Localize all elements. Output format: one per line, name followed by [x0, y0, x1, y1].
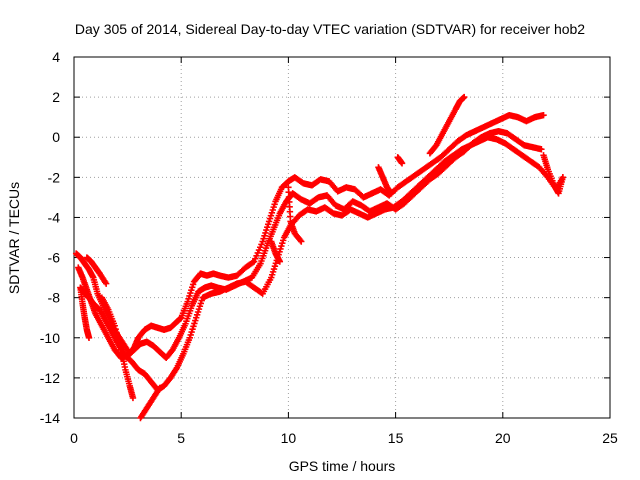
- data-point: [129, 394, 137, 402]
- axis-ticks: [73, 56, 611, 419]
- x-tick-label: 5: [177, 430, 185, 446]
- data-points: [72, 93, 567, 422]
- y-tick-label: -12: [40, 370, 60, 386]
- data-point: [114, 332, 121, 340]
- data-point: [249, 259, 257, 266]
- series-segment-early-4: [83, 254, 110, 287]
- x-tick-label: 20: [495, 430, 511, 446]
- data-point: [85, 334, 93, 341]
- y-tick-labels: -14 -12 -10 -8 -6 -4 -2 0 2 4: [40, 49, 60, 426]
- series-segment-mid-1: [285, 184, 305, 245]
- y-tick-label: -2: [48, 169, 61, 185]
- y-tick-label: 2: [52, 89, 60, 105]
- series-segment-early-2: [98, 294, 137, 402]
- data-point: [113, 329, 120, 336]
- data-point: [276, 258, 284, 265]
- data-point: [116, 339, 123, 347]
- series-segment-early-1: [77, 284, 93, 341]
- y-tick-label: 4: [52, 49, 60, 65]
- series-segment-late-1: [540, 152, 567, 197]
- data-point: [297, 237, 304, 244]
- data-point: [115, 336, 122, 343]
- y-axis-label: SDTVAR / TECUs: [6, 182, 22, 294]
- y-tick-label: -10: [40, 330, 60, 346]
- data-point: [111, 322, 118, 329]
- x-tick-labels: 0 5 10 15 20 25: [70, 430, 618, 446]
- x-axis-label: GPS time / hours: [289, 458, 396, 474]
- data-point: [559, 174, 567, 181]
- y-tick-label: 0: [52, 129, 60, 145]
- x-tick-label: 0: [70, 430, 78, 446]
- x-tick-label: 25: [602, 430, 618, 446]
- data-point: [102, 280, 110, 287]
- data-point: [112, 325, 119, 333]
- y-tick-label: -4: [48, 209, 61, 225]
- x-tick-label: 10: [281, 430, 297, 446]
- series-segment-mid-2: [268, 238, 284, 265]
- series-segment-high-2: [375, 164, 395, 197]
- y-tick-label: -8: [48, 290, 61, 306]
- data-point: [156, 384, 163, 392]
- series-segment-high-1: [426, 93, 468, 157]
- data-point: [461, 93, 468, 101]
- data-point: [298, 238, 305, 245]
- data-point: [538, 146, 545, 153]
- chart-title: Day 305 of 2014, Sidereal Day-to-day VTE…: [75, 21, 585, 37]
- series-track-c: [77, 134, 567, 394]
- y-tick-label: -14: [40, 410, 60, 426]
- series-segment-high-3: [394, 154, 406, 167]
- data-point: [117, 343, 124, 350]
- x-tick-label: 15: [388, 430, 404, 446]
- data-point: [398, 160, 406, 167]
- series-segment-early-3: [137, 384, 163, 422]
- data-point: [388, 190, 395, 197]
- plot-frame: [73, 56, 611, 419]
- data-point: [540, 111, 547, 119]
- y-tick-label: -6: [48, 250, 61, 266]
